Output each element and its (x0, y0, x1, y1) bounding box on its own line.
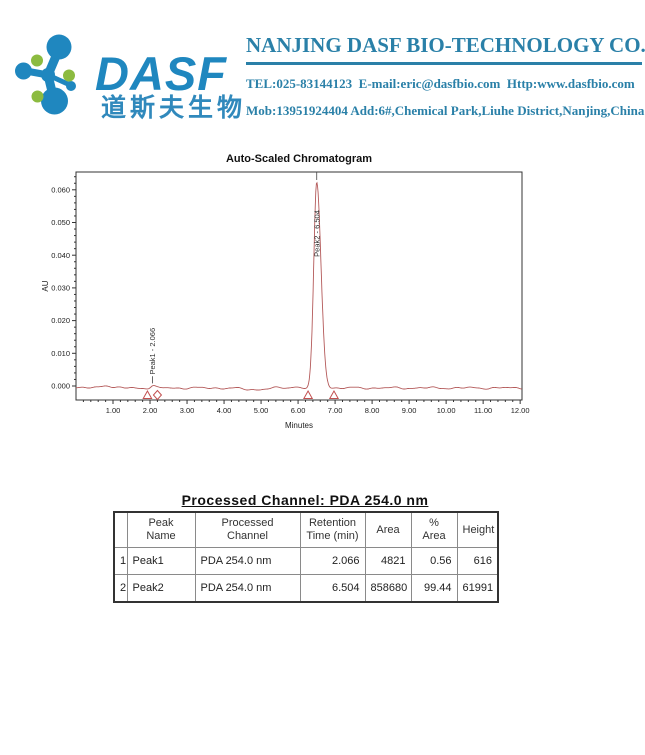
y-tick-label: 0.060 (51, 185, 70, 194)
cell-processed-channel: PDA 254.0 nm (194, 547, 301, 575)
x-tick-label: 9.00 (402, 406, 417, 415)
peak-results-table: Peak Name Processed Channel Retention Ti… (113, 511, 499, 603)
col-header-processed-channel: Processed Channel (194, 511, 301, 548)
y-tick-label: 0.010 (51, 349, 70, 358)
contact-line-mob-address: Mob:13951924404 Add:6#,Chemical Park,Liu… (246, 103, 645, 118)
col-header-height: Height (456, 511, 499, 548)
cell-area: 858680 (364, 574, 412, 603)
col-header-peak-name: Peak Name (126, 511, 196, 548)
brand-chinese-name: 道斯夫生物 (101, 93, 247, 122)
cell-height: 61991 (456, 574, 499, 603)
x-tick-label: 1.00 (106, 406, 121, 415)
x-tick-label: 12.00 (511, 406, 530, 415)
x-axis-label: Minutes (285, 421, 313, 430)
x-tick-label: 3.00 (180, 406, 195, 415)
cell-height: 616 (456, 547, 499, 575)
table-row: 2 Peak2 PDA 254.0 nm 6.504 858680 99.44 … (113, 574, 499, 603)
cell-retention-time: 2.066 (299, 547, 366, 575)
cell-pct-area: 0.56 (410, 547, 458, 575)
col-header-retention-time: Retention Time (min) (299, 511, 366, 548)
y-tick-label: 0.050 (51, 218, 70, 227)
cell-retention-time: 6.504 (299, 574, 366, 603)
integration-triangle-marker (328, 389, 340, 399)
contact-line-tel-email-web: TEL:025-83144123 E-mail:eric@dasfbio.com… (246, 76, 635, 91)
x-tick-label: 6.00 (291, 406, 306, 415)
y-axis-label: AU (41, 280, 50, 291)
results-table-block: Processed Channel: PDA 254.0 nm Peak Nam… (113, 492, 499, 603)
x-tick-label: 10.00 (437, 406, 456, 415)
col-header-index (113, 511, 128, 548)
cell-processed-channel: PDA 254.0 nm (194, 574, 301, 603)
cell-index: 1 (113, 547, 128, 575)
peak-label: Peak1 - 2.066 (148, 328, 157, 375)
col-header-area: Area (364, 511, 412, 548)
cell-index: 2 (113, 574, 128, 603)
integration-diamond-marker (152, 389, 163, 401)
y-tick-label: 0.000 (51, 382, 70, 391)
y-tick-label: 0.040 (51, 251, 70, 260)
table-row: 1 Peak1 PDA 254.0 nm 2.066 4821 0.56 616 (113, 547, 499, 575)
cell-pct-area: 99.44 (410, 574, 458, 603)
x-tick-label: 4.00 (217, 406, 232, 415)
cell-peak-name: Peak1 (126, 547, 196, 575)
integration-triangle-marker (303, 389, 314, 399)
cell-peak-name: Peak2 (126, 574, 196, 603)
company-name: NANJING DASF BIO-TECHNOLOGY CO.,LTD (246, 33, 645, 65)
results-table-title: Processed Channel: PDA 254.0 nm (181, 492, 429, 508)
cell-area: 4821 (364, 547, 412, 575)
letterhead: NANJING DASF BIO-TECHNOLOGY CO.,LTD TEL:… (246, 33, 645, 119)
chromatogram-trace (76, 181, 522, 391)
y-tick-label: 0.030 (51, 284, 70, 293)
table-header-row: Peak Name Processed Channel Retention Ti… (113, 511, 499, 548)
x-tick-label: 2.00 (143, 406, 158, 415)
chart-title: Auto-Scaled Chromatogram (226, 153, 372, 165)
x-tick-label: 11.00 (474, 406, 492, 415)
x-tick-label: 5.00 (254, 406, 269, 415)
plot-frame (75, 171, 523, 401)
peak-label: Peak2 - 6.504 (312, 210, 321, 257)
x-tick-label: 7.00 (328, 406, 343, 415)
brand-wordmark: DASF (95, 47, 227, 100)
col-header-pct-area: % Area (410, 511, 458, 548)
x-tick-label: 8.00 (365, 406, 380, 415)
y-tick-label: 0.020 (51, 316, 70, 325)
dasf-logo-icon (15, 26, 97, 122)
chromatogram: Auto-Scaled Chromatogram AU Minutes 0.000 0.… (0, 140, 645, 450)
integration-triangle-marker (142, 389, 153, 399)
